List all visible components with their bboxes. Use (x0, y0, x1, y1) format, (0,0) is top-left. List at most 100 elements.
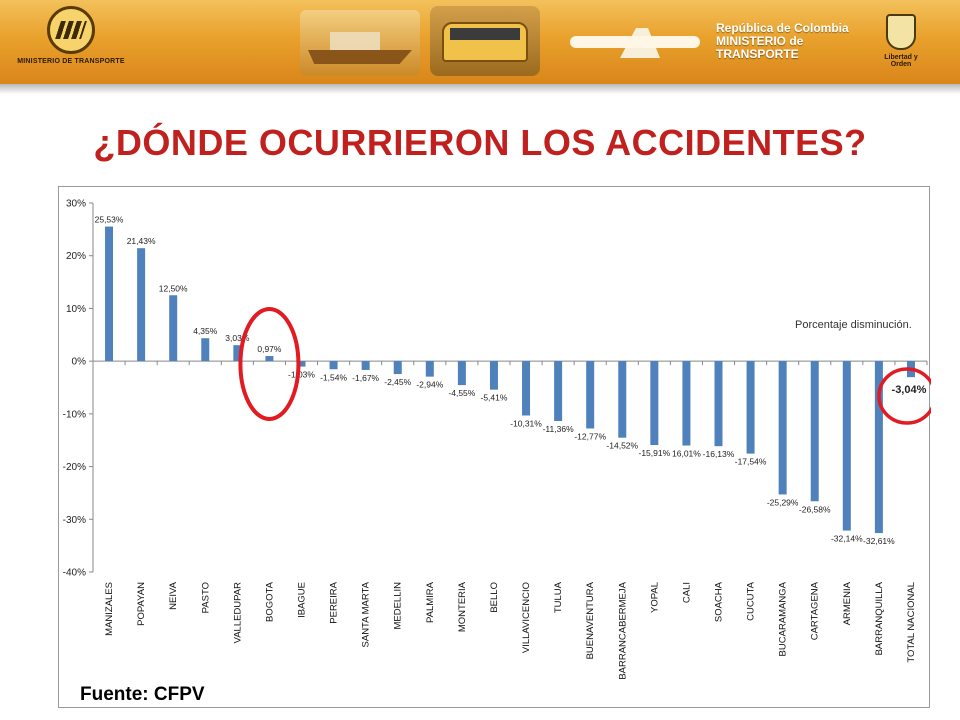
bar-valledupar (233, 345, 242, 362)
bar-yopal (650, 361, 659, 446)
bar-ibague (297, 361, 306, 367)
bar-cali (682, 361, 691, 446)
gov-line-republica: República de Colombia (716, 21, 849, 35)
x-tick-label: BELLO (489, 582, 500, 613)
banner-shadow (0, 84, 960, 94)
government-title: República de Colombia MINISTERIO de TRAN… (716, 22, 866, 61)
x-tick-label: BARRANCABERMEJA (617, 581, 628, 679)
highlight-circle-bogota (238, 307, 301, 421)
x-tick-label: CALI (681, 582, 692, 603)
x-tick-label: PEREIRA (329, 581, 340, 623)
bar-bogota (265, 356, 274, 362)
bar-pereira (329, 361, 338, 370)
bar-barrancabermeja (618, 361, 627, 438)
x-tick-label: MANIZALES (104, 582, 115, 636)
x-tick-label: IBAGUE (297, 582, 308, 618)
bar-chart: 30% 20% 10% 0% -10% -20% -30% -40% 25,53% MANIZAL… (63, 199, 931, 680)
bar-neiva (169, 295, 178, 362)
data-label: -32,61% (863, 536, 895, 546)
data-label: -14,52% (606, 441, 638, 451)
data-label: 0,97% (257, 344, 282, 354)
ship-image (300, 10, 420, 76)
bar-soacha (714, 361, 723, 447)
data-label: -3,04% (892, 384, 927, 396)
coat-of-arms: Libertad y Orden (876, 8, 926, 74)
bus-image (430, 6, 540, 76)
data-label: -4,55% (448, 388, 475, 398)
bar-barranquilla (874, 361, 883, 534)
x-tick-label: NEIVA (168, 581, 179, 609)
data-label: -10,31% (510, 418, 542, 428)
data-label: -5,41% (480, 393, 507, 403)
coat-caption: Libertad y Orden (884, 54, 918, 68)
data-label: -2,45% (384, 377, 411, 387)
x-tick-label: PALMIRA (425, 581, 436, 623)
bar-popayan (137, 248, 146, 362)
x-tick-label: BOGOTA (264, 581, 275, 622)
bar-santa-marta (361, 361, 370, 370)
data-label: -15,91% (639, 448, 671, 458)
x-tick-label: TOTAL NACIONAL (906, 582, 917, 663)
x-tick-label: POPAYAN (136, 582, 147, 626)
chart-frame: 30% 20% 10% 0% -10% -20% -30% -40% 25,53% MANIZAL… (58, 186, 931, 708)
bar-cucuta (746, 361, 755, 454)
data-label: -16,13% (703, 449, 735, 459)
bar-medellin (393, 361, 402, 375)
x-tick-label: ARMENIA (842, 581, 853, 625)
chart-annotation: Porcentaje disminución. (795, 319, 912, 331)
data-label: -32,14% (831, 534, 863, 544)
bar-bucaramanga (778, 361, 787, 495)
x-tick-label: VILLAVICENCIO (521, 582, 532, 653)
data-label: -25,29% (767, 497, 799, 507)
airplane-image (560, 10, 710, 70)
data-label: 21,43% (127, 236, 156, 246)
data-label: -1,54% (320, 372, 347, 382)
data-label: 4,35% (193, 326, 218, 336)
data-label: -11,36% (543, 424, 574, 434)
x-tick-label: MEDELLIN (393, 582, 404, 630)
gov-line-ministerio: MINISTERIO de TRANSPORTE (716, 34, 804, 61)
x-tick-label: YOPAL (649, 582, 660, 613)
bar-armenia (842, 361, 851, 531)
source-note: Fuente: CFPV (80, 684, 205, 705)
x-tick-label: PASTO (200, 582, 211, 613)
bar-palmira (425, 361, 434, 377)
shield-icon (886, 14, 916, 50)
x-tick-label: CUCUTA (746, 581, 757, 621)
ministry-logo: MINISTERIO DE TRANSPORTE (16, 6, 126, 72)
page-title: ¿DÓNDE OCURRIERON LOS ACCIDENTES? (93, 122, 867, 163)
x-tick-label: BARRANQUILLA (874, 581, 885, 655)
data-label: -26,58% (799, 504, 831, 514)
y-tick-label: -30% (63, 515, 86, 526)
data-label: 3,03% (225, 333, 250, 343)
bar-cartagena (810, 361, 819, 502)
bar-villavicencio (522, 361, 531, 416)
x-tick-label: TULUA (553, 581, 564, 613)
data-label: -17,54% (735, 457, 767, 467)
x-tick-label: CARTAGENA (810, 581, 821, 640)
logo-emblem-icon (47, 6, 95, 54)
bar-tulua (554, 361, 563, 422)
y-tick-label: 20% (66, 251, 86, 262)
data-label: -2,94% (416, 380, 443, 390)
x-tick-label: BUENAVENTURA (585, 581, 596, 659)
data-label: -1,03% (288, 370, 315, 380)
data-label: -12,77% (574, 431, 606, 441)
y-tick-label: 30% (66, 199, 86, 210)
y-tick-label: -20% (63, 462, 86, 473)
data-label: -1,67% (352, 373, 379, 383)
data-label: 12,50% (159, 283, 188, 293)
y-tick-label: 10% (66, 304, 86, 315)
x-tick-label: MONTERIA (457, 581, 468, 632)
data-label: 25,53% (95, 215, 124, 225)
y-tick-label: 0% (72, 357, 87, 368)
data-label: 16,01% (672, 449, 701, 459)
highlight-circle-total (877, 367, 931, 425)
header-banner: MINISTERIO DE TRANSPORTE República de Co… (0, 0, 960, 84)
bar-pasto (201, 338, 210, 362)
x-tick-label: VALLEDUPAR (232, 582, 243, 644)
y-tick-label: -10% (63, 409, 86, 420)
x-tick-label: SOACHA (714, 581, 725, 622)
y-tick-label: -40% (63, 568, 86, 579)
bar-buenaventura (586, 361, 595, 429)
